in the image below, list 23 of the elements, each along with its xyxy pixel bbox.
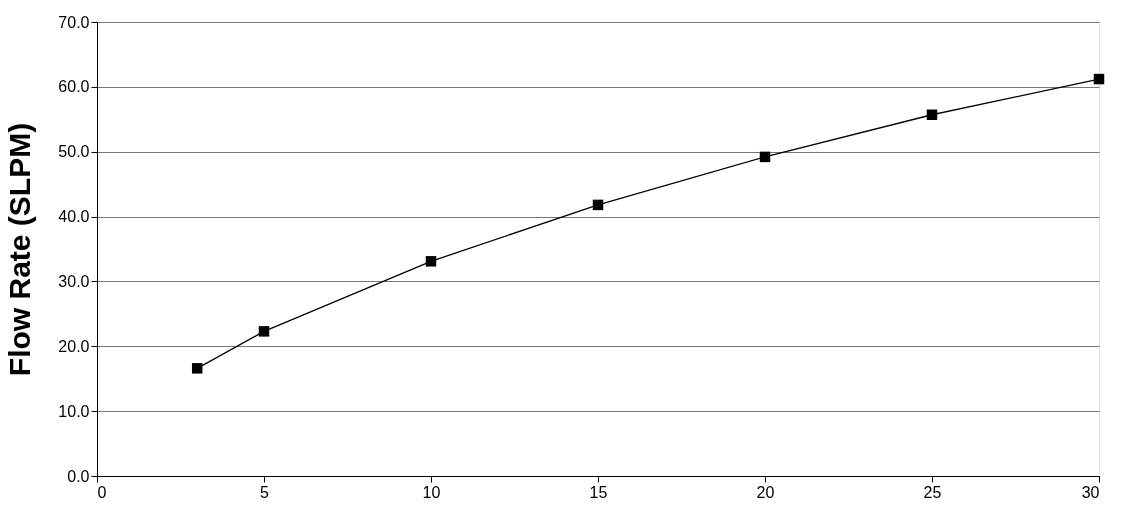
y-tick-label: 10.0 xyxy=(58,402,90,420)
point xyxy=(1093,73,1105,85)
x-tick-label: 0 xyxy=(97,483,107,501)
y-tick-label: 70.0 xyxy=(58,13,90,31)
x-tick-label: 15 xyxy=(589,483,608,501)
x-tick-label: 5 xyxy=(260,483,270,501)
y-tick-label: 0.0 xyxy=(67,467,90,485)
y-tick-label: 30.0 xyxy=(58,272,90,290)
point xyxy=(425,256,437,267)
y-tick-label: 20.0 xyxy=(58,337,90,355)
x-tick-label: 10 xyxy=(422,483,441,501)
y-tick-label: 50.0 xyxy=(58,143,90,161)
x-tick-label: 25 xyxy=(923,483,942,501)
point xyxy=(258,326,270,337)
x-tick-label: 20 xyxy=(756,483,775,501)
point xyxy=(191,363,203,374)
point xyxy=(759,151,771,163)
y-axis-title: Flow Rate (SLPM) xyxy=(3,122,37,377)
point xyxy=(926,109,938,120)
x-tick-label: 30 xyxy=(1081,483,1100,501)
y-tick-label: 40.0 xyxy=(58,208,90,226)
y-tick-label: 60.0 xyxy=(58,78,90,96)
point xyxy=(592,199,604,211)
